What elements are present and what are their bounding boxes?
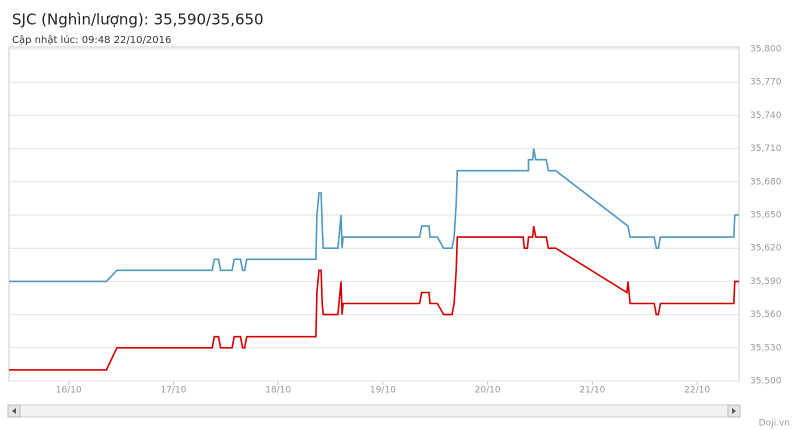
arrow-left	[12, 408, 16, 414]
y-tick-label: 35,620	[750, 244, 782, 254]
y-tick-label: 35,530	[750, 343, 782, 353]
y-tick-label: 35,770	[750, 78, 782, 88]
y-tick-label: 35,560	[750, 310, 782, 320]
y-tick-label: 35,650	[750, 211, 782, 221]
x-tick-label: 20/10	[475, 386, 501, 396]
series-line	[9, 148, 739, 283]
y-tick-label: 35,500	[750, 377, 782, 387]
y-tick-label: 35,740	[750, 111, 782, 121]
y-tick-label: 35,680	[750, 177, 782, 187]
x-tick-label: 16/10	[56, 386, 82, 396]
x-tick-label: 18/10	[265, 386, 291, 396]
chart-subtitle: Cập nhật lúc: 09:48 22/10/2016	[12, 34, 171, 46]
arrow-right	[732, 408, 736, 414]
chart-title: SJC (Nghìn/lượng): 35,590/35,650	[12, 11, 264, 29]
scroll-track[interactable]	[7, 404, 741, 418]
x-tick-label: 21/10	[579, 386, 605, 396]
x-tick-label: 17/10	[160, 386, 186, 396]
y-tick-label: 35,590	[750, 277, 782, 287]
source: Doji.vn	[759, 419, 790, 429]
x-tick-label: 19/10	[370, 386, 396, 396]
x-tick-label: 22/10	[684, 386, 710, 396]
series-line	[9, 225, 739, 371]
y-tick-label: 35,710	[750, 144, 782, 154]
y-tick-label: 35,800	[750, 45, 782, 55]
plot-frame	[8, 46, 740, 382]
scrollbar	[7, 404, 741, 418]
